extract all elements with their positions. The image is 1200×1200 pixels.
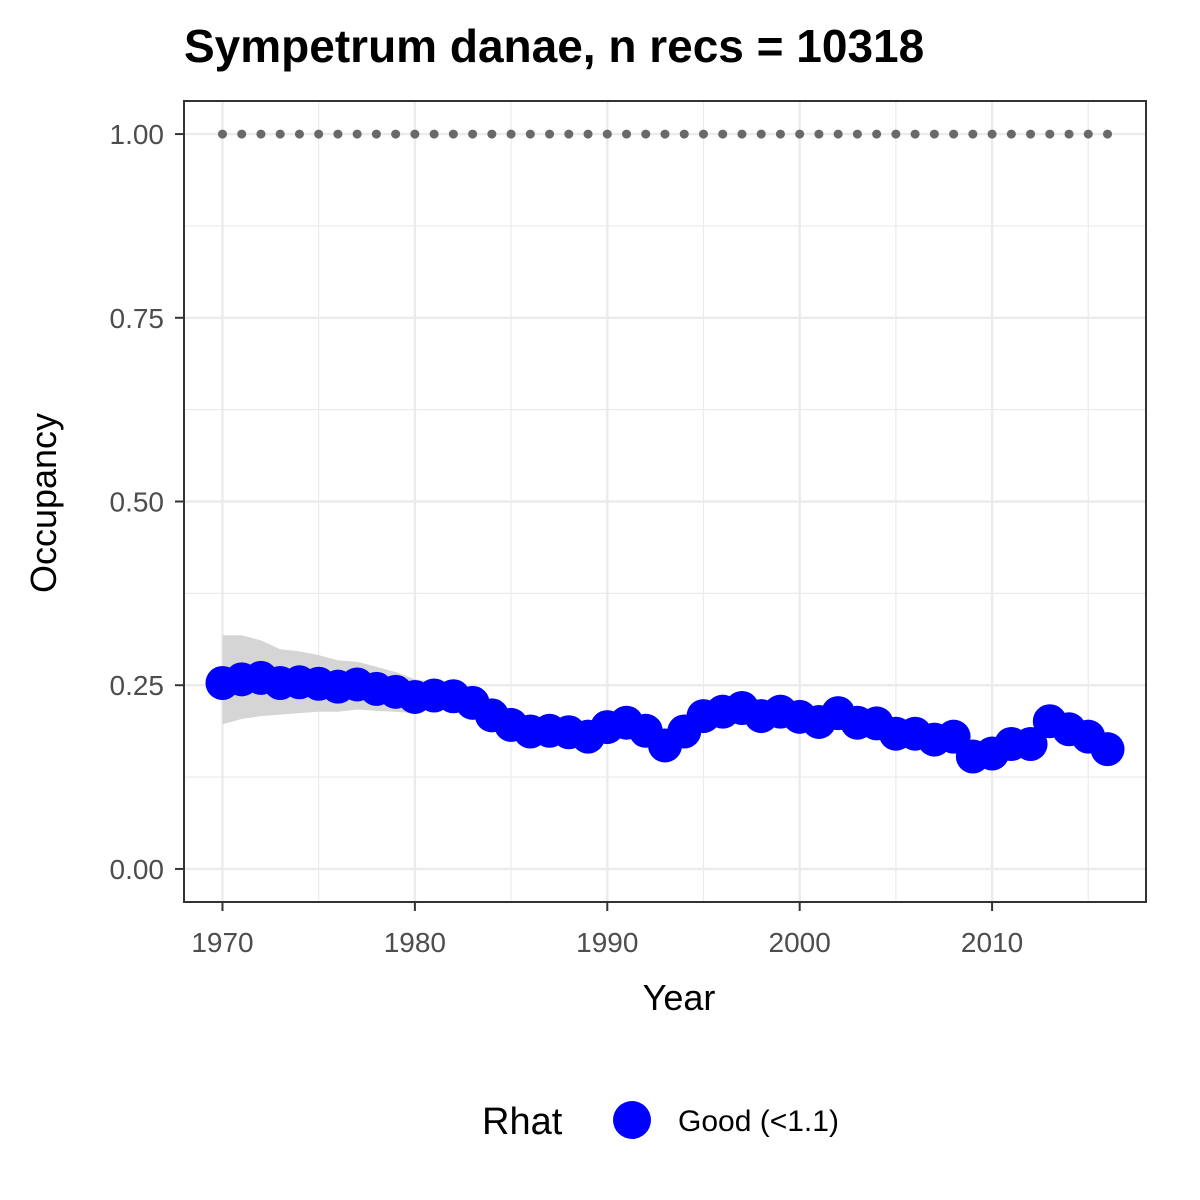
- reference-point: [487, 129, 497, 139]
- reference-point: [622, 129, 632, 139]
- reference-point: [545, 129, 555, 139]
- y-axis: 0.00 0.25 0.50 0.75 1.00: [110, 119, 184, 885]
- y-tick-label: 0.25: [110, 670, 165, 701]
- reference-point: [814, 129, 824, 139]
- reference-point: [410, 129, 420, 139]
- reference-point: [525, 129, 535, 139]
- occupancy-points-layer: [205, 660, 1125, 774]
- occupancy-point: [1090, 732, 1125, 767]
- reference-point: [256, 129, 266, 139]
- reference-point: [698, 129, 708, 139]
- reference-point: [314, 129, 324, 139]
- legend: Rhat Good (<1.1): [482, 1101, 839, 1143]
- y-tick-label: 1.00: [110, 119, 165, 150]
- x-axis: 1970 1980 1990 2000 2010: [191, 902, 1023, 958]
- reference-points-layer: [217, 129, 1113, 139]
- reference-point: [737, 129, 747, 139]
- reference-point: [949, 129, 959, 139]
- reference-point: [583, 129, 593, 139]
- reference-point: [756, 129, 766, 139]
- reference-point: [217, 129, 227, 139]
- reference-point: [833, 129, 843, 139]
- reference-point: [371, 129, 381, 139]
- x-tick-label: 1990: [576, 927, 638, 958]
- reference-point: [564, 129, 574, 139]
- y-tick-label: 0.00: [110, 854, 165, 885]
- legend-title: Rhat: [482, 1101, 563, 1143]
- reference-point: [641, 129, 651, 139]
- reference-point: [795, 129, 805, 139]
- x-tick-label: 1980: [384, 927, 446, 958]
- reference-point: [968, 129, 978, 139]
- reference-point: [333, 129, 343, 139]
- x-tick-label: 2010: [961, 927, 1023, 958]
- reference-point: [775, 129, 785, 139]
- reference-point: [1103, 129, 1113, 139]
- reference-point: [352, 129, 362, 139]
- reference-point: [448, 129, 458, 139]
- legend-label-good: Good (<1.1): [678, 1105, 839, 1138]
- reference-point: [910, 129, 920, 139]
- reference-point: [275, 129, 285, 139]
- reference-point: [294, 129, 304, 139]
- reference-point: [1026, 129, 1036, 139]
- reference-point: [872, 129, 882, 139]
- reference-point: [506, 129, 516, 139]
- y-axis-label: Occupancy: [23, 413, 64, 593]
- reference-point: [718, 129, 728, 139]
- reference-point: [679, 129, 689, 139]
- chart-title: Sympetrum danae, n recs = 10318: [184, 20, 924, 72]
- reference-point: [660, 129, 670, 139]
- reference-point: [602, 129, 612, 139]
- y-tick-label: 0.75: [110, 303, 165, 334]
- reference-point: [987, 129, 997, 139]
- x-tick-label: 2000: [769, 927, 831, 958]
- legend-key-good: [613, 1101, 651, 1139]
- reference-point: [929, 129, 939, 139]
- reference-point: [1083, 129, 1093, 139]
- reference-point: [237, 129, 247, 139]
- occupancy-point: [1013, 727, 1048, 762]
- x-tick-label: 1970: [191, 927, 253, 958]
- reference-point: [1006, 129, 1016, 139]
- x-axis-label: Year: [643, 977, 716, 1018]
- reference-point: [891, 129, 901, 139]
- reference-point: [852, 129, 862, 139]
- reference-point: [1045, 129, 1055, 139]
- reference-point: [391, 129, 401, 139]
- reference-point: [1064, 129, 1074, 139]
- y-tick-label: 0.50: [110, 487, 165, 518]
- reference-point: [468, 129, 478, 139]
- reference-point: [429, 129, 439, 139]
